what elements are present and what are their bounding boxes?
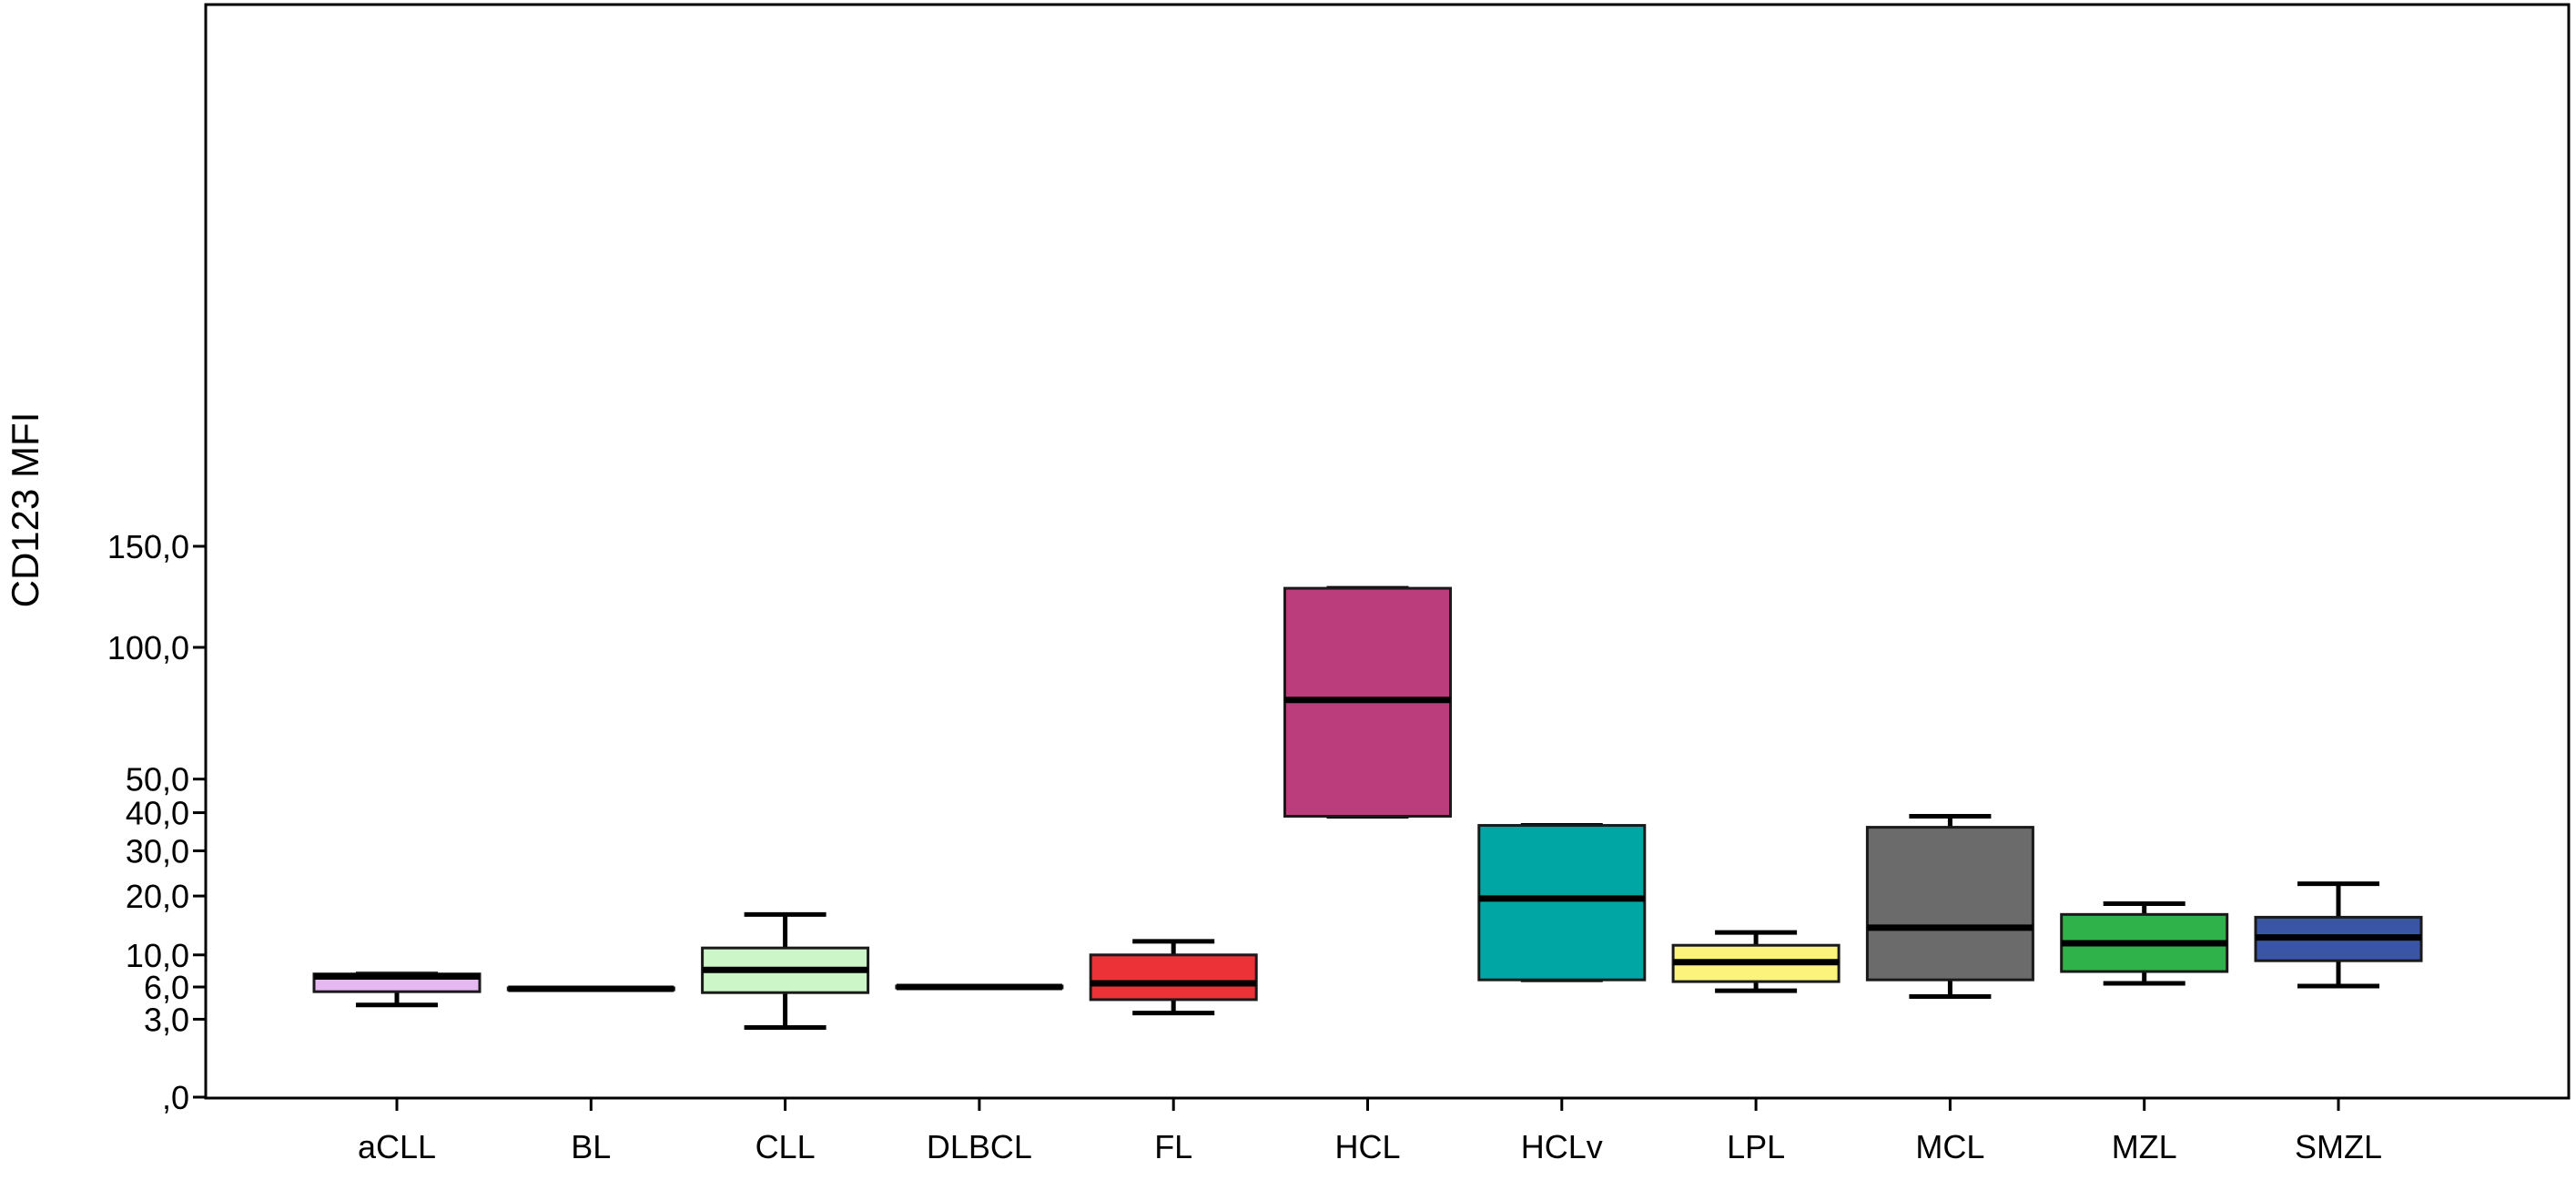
x-axis: aCLL BL CLL DLBCL FL HCL HCLv LPL MCL MZL SMZL	[358, 1098, 2382, 1165]
box-acll	[312, 971, 482, 1008]
y-tick-label: 40,0	[126, 795, 189, 832]
x-tick-label-bl: BL	[571, 1128, 611, 1165]
y-tick-label: 30,0	[126, 832, 189, 870]
iqr-box	[1089, 953, 1258, 1002]
plot-frame	[204, 3, 2571, 1100]
iqr-box	[1477, 824, 1647, 982]
box-bl	[506, 985, 675, 992]
x-tick-label-hcl: HCL	[1334, 1128, 1400, 1165]
box-fl	[1089, 939, 1258, 1016]
y-tick-label: ,0	[162, 1079, 189, 1116]
y-tick-label: 100,0	[107, 629, 189, 666]
box-series	[312, 585, 2423, 1030]
x-tick-label-acll: aCLL	[358, 1128, 436, 1165]
box-mzl	[2060, 901, 2229, 986]
iqr-box	[1865, 826, 2034, 982]
y-axis: ,0 3,06,010,0 20,0 30,040,050,0 100,0 150,0	[107, 528, 206, 1116]
box-smzl	[2254, 881, 2423, 989]
box-cll	[701, 911, 870, 1030]
y-tick-label: 150,0	[107, 528, 189, 565]
x-tick-label-cll: CLL	[756, 1128, 816, 1165]
x-tick-label-fl: FL	[1154, 1128, 1192, 1165]
y-tick-label: 6,0	[144, 969, 189, 1006]
x-tick-label-mcl: MCL	[1915, 1128, 1984, 1165]
x-tick-label-smzl: SMZL	[2295, 1128, 2382, 1165]
y-tick-label: 10,0	[126, 937, 189, 974]
x-tick-label-lpl: LPL	[1727, 1128, 1785, 1165]
box-mcl	[1865, 813, 2034, 1000]
y-tick-label: 50,0	[126, 761, 189, 799]
x-tick-label-dlbcl: DLBCL	[927, 1128, 1032, 1165]
y-tick-label: 20,0	[126, 878, 189, 915]
y-axis-title: CD123 MFI	[4, 412, 46, 608]
y-tick-label: 3,0	[144, 1001, 189, 1038]
box-dlbcl	[895, 983, 1064, 991]
x-tick-label-hclv: HCLv	[1521, 1128, 1603, 1165]
box-hclv	[1477, 823, 1647, 982]
box-hcl	[1283, 585, 1452, 819]
box-lpl	[1671, 930, 1841, 993]
x-tick-label-mzl: MZL	[2112, 1128, 2177, 1165]
